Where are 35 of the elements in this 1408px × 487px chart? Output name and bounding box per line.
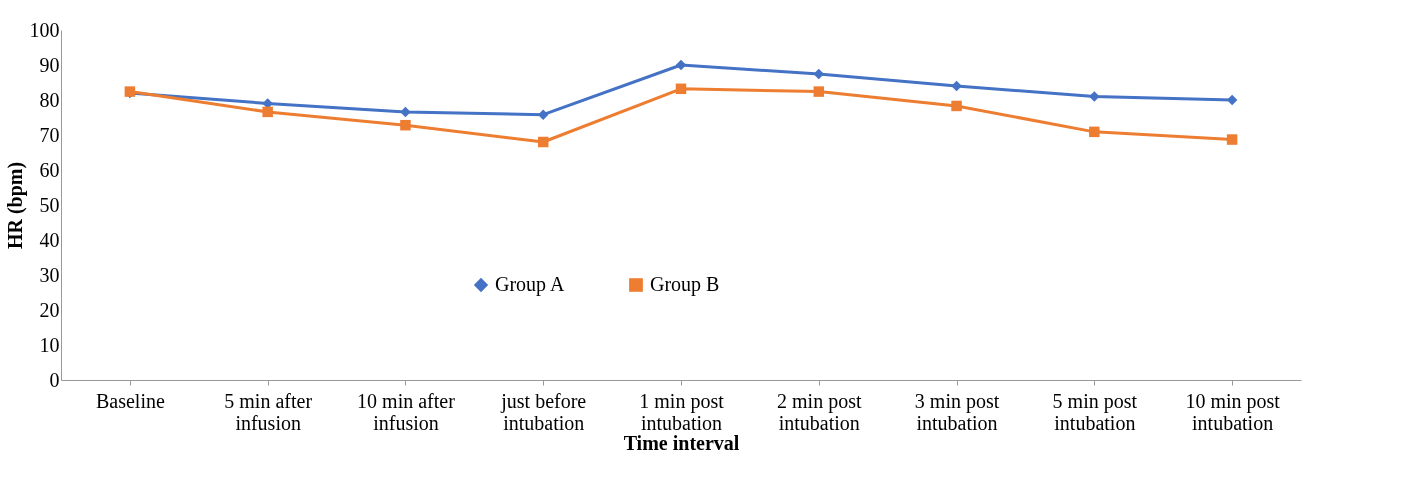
y-tick-label: 10 — [39, 333, 60, 356]
x-tick-label: just before intubation — [500, 389, 587, 434]
x-tick-label: 5 min post intubation — [1052, 389, 1138, 434]
x-tick-label: 3 min post intubation — [914, 389, 1000, 434]
x-axis-title: Time interval — [623, 431, 740, 454]
point — [400, 119, 411, 131]
y-tick-label: 0 — [49, 368, 60, 391]
x-tick-label: 10 min after infusion — [357, 389, 456, 434]
y-tick-label: 100 — [29, 18, 60, 41]
point — [1226, 134, 1238, 145]
point — [951, 100, 962, 112]
point — [400, 106, 411, 118]
point — [262, 106, 273, 118]
x-tick-label: Baseline — [95, 389, 165, 412]
y-tick-label: 20 — [39, 298, 60, 321]
y-tick-label: 30 — [39, 263, 60, 286]
y-tick-label: 80 — [39, 88, 60, 111]
y-axis-title: HR (bpm) — [3, 161, 27, 250]
legend-label: Group B — [650, 273, 720, 296]
point — [1089, 126, 1100, 138]
legend-label: Group A — [495, 273, 565, 296]
x-tick-label: 1 min post intubation — [639, 389, 725, 434]
y-tick-label: 40 — [39, 228, 60, 251]
point — [813, 86, 825, 97]
point — [1089, 91, 1100, 102]
y-tick-label: 50 — [39, 193, 60, 216]
point — [675, 83, 687, 95]
y-tick-label: 70 — [39, 123, 60, 146]
x-tick-label: 10 min post intubation — [1185, 389, 1281, 434]
x-tick-label: 2 min post intubation — [777, 389, 862, 434]
y-tick-label: 90 — [39, 53, 60, 76]
point — [537, 136, 549, 148]
x-tick-label: 5 min after infusion — [224, 389, 313, 434]
point — [951, 80, 962, 92]
y-tick-label: 60 — [39, 158, 60, 181]
